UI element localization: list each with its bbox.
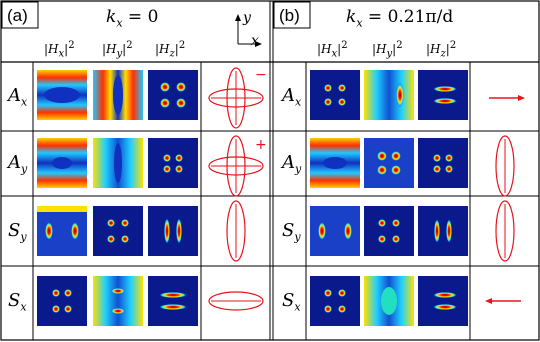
symmetry-sign-ay: + — [255, 137, 267, 153]
field-map-ay-hy-a — [93, 138, 143, 188]
panel-label-a: (a) — [7, 6, 28, 25]
field-map-ax-hy-b — [364, 70, 414, 120]
row-label-sy-b: Sy — [282, 220, 301, 244]
symmetry-arrow-sx-b — [485, 298, 521, 304]
field-map-sy-hz-a — [148, 206, 198, 256]
field-map-sy-hy-b — [364, 206, 414, 256]
field-map-ax-hy-a — [93, 70, 143, 120]
axis-label-x: x — [251, 33, 259, 49]
axis-label-y: y — [243, 10, 251, 26]
field-map-sx-hx-a — [37, 276, 87, 326]
symmetry-diagram-sx — [208, 291, 264, 311]
field-map-ax-hz-a — [148, 70, 198, 120]
field-map-sy-hx-b — [310, 206, 360, 256]
symmetry-diagram-ay: + — [208, 135, 267, 197]
field-map-sy-hz-b — [418, 206, 468, 256]
field-map-ax-hx-a — [37, 70, 87, 120]
col-header-hy-b: |Hy|2 — [372, 40, 403, 60]
field-map-sy-hx-a — [37, 206, 87, 256]
symmetry-diagram-ax: − — [208, 67, 267, 129]
field-map-ax-hx-b — [310, 70, 360, 120]
field-map-sy-hy-a — [93, 206, 143, 256]
symmetry-arrow-ax-b — [489, 95, 525, 101]
field-map-ay-hx-b — [310, 138, 360, 188]
kx-header-b: kx = 0.21π/d — [346, 7, 454, 30]
field-map-ay-hz-a — [148, 138, 198, 188]
symmetry-sign-ax: − — [255, 67, 267, 83]
kx-header-a: kx = 0 — [106, 7, 159, 30]
col-header-hx-b: |Hx|2 — [317, 40, 348, 60]
row-label-sy-a: Sy — [8, 220, 27, 244]
symmetry-diagram-sy-b — [495, 200, 515, 262]
field-map-sx-hy-b — [364, 276, 414, 326]
row-label-ay-a: Ay — [8, 152, 28, 176]
row-label-sx-a: Sx — [8, 290, 27, 314]
col-header-hy-a: |Hy|2 — [102, 40, 133, 60]
field-map-ax-hz-b — [418, 70, 468, 120]
row-label-ax-a: Ax — [8, 85, 28, 109]
panel-label-b: (b) — [279, 6, 300, 25]
field-map-sx-hx-b — [310, 276, 360, 326]
field-map-sx-hz-a — [148, 276, 198, 326]
col-header-hz-b: |Hz|2 — [426, 40, 457, 60]
symmetry-diagram-ay-b — [495, 135, 515, 197]
col-header-hx-a: |Hx|2 — [44, 40, 75, 60]
field-map-ay-hy-b — [364, 138, 414, 188]
field-map-sx-hy-a — [93, 276, 143, 326]
row-label-ay-b: Ay — [282, 152, 302, 176]
field-map-sx-hz-b — [418, 276, 468, 326]
field-map-ay-hx-a — [37, 138, 87, 188]
axis-arrows — [235, 14, 262, 47]
field-map-ay-hz-b — [418, 138, 468, 188]
col-header-hz-a: |Hz|2 — [155, 40, 186, 60]
row-label-ax-b: Ax — [282, 85, 302, 109]
symmetry-diagram-sy — [226, 200, 246, 262]
row-label-sx-b: Sx — [282, 290, 301, 314]
